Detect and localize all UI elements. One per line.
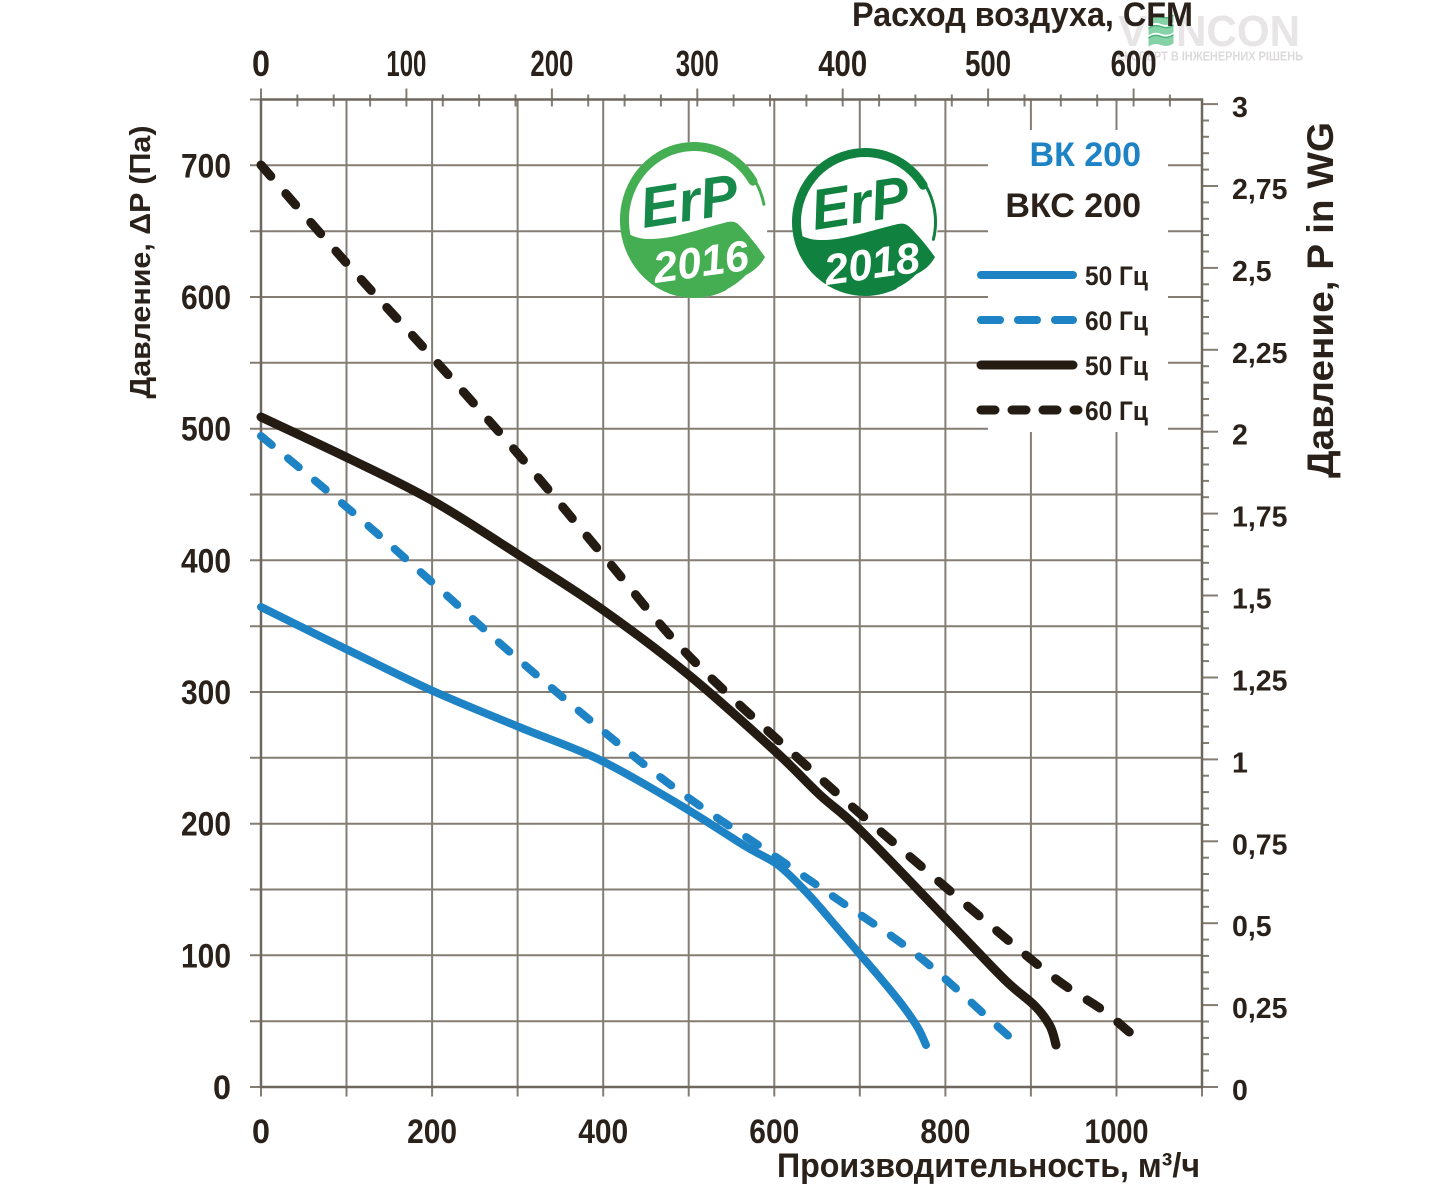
svg-text:ВКС 200: ВКС 200 [1005, 187, 1141, 225]
svg-text:0: 0 [213, 1069, 231, 1107]
svg-text:300: 300 [676, 43, 719, 84]
svg-text:2,25: 2,25 [1232, 338, 1288, 370]
svg-text:500: 500 [181, 411, 231, 449]
svg-text:700: 700 [181, 147, 231, 185]
svg-text:300: 300 [181, 674, 231, 712]
svg-text:50 Гц: 50 Гц [1085, 261, 1148, 291]
svg-text:60 Гц: 60 Гц [1085, 396, 1148, 426]
svg-text:100: 100 [386, 43, 426, 84]
svg-text:ЕКСПЕРТ В ІНЖЕНЕРНИХ РІШЕНЬ: ЕКСПЕРТ В ІНЖЕНЕРНИХ РІШЕНЬ [1117, 49, 1303, 64]
svg-text:2,5: 2,5 [1232, 256, 1272, 288]
svg-text:ErP: ErP [636, 162, 744, 241]
svg-text:1,75: 1,75 [1232, 502, 1288, 534]
svg-text:ErP: ErP [807, 164, 915, 243]
svg-text:60 Гц: 60 Гц [1085, 306, 1148, 336]
svg-text:0: 0 [252, 43, 270, 84]
svg-text:0,5: 0,5 [1232, 911, 1272, 943]
svg-text:1,5: 1,5 [1232, 584, 1272, 616]
svg-text:2: 2 [1232, 420, 1248, 452]
svg-text:ВК 200: ВК 200 [1030, 136, 1141, 174]
svg-text:200: 200 [530, 43, 573, 84]
svg-text:2,75: 2,75 [1232, 174, 1288, 206]
svg-text:0,25: 0,25 [1232, 993, 1288, 1025]
svg-text:0,75: 0,75 [1232, 829, 1288, 861]
svg-text:Расход воздуха, CFM: Расход воздуха, CFM [852, 0, 1193, 34]
svg-text:500: 500 [965, 43, 1011, 84]
svg-text:800: 800 [920, 1113, 970, 1151]
svg-text:200: 200 [407, 1113, 457, 1151]
svg-text:Давление, P in WG: Давление, P in WG [1300, 122, 1341, 478]
svg-text:100: 100 [181, 937, 231, 975]
svg-text:V: V [1118, 7, 1148, 56]
svg-text:1: 1 [1232, 747, 1248, 779]
svg-text:600: 600 [749, 1113, 799, 1151]
svg-text:400: 400 [578, 1113, 628, 1151]
svg-text:600: 600 [181, 279, 231, 317]
svg-text:400: 400 [181, 542, 231, 580]
svg-text:0: 0 [252, 1113, 270, 1151]
svg-text:1,25: 1,25 [1232, 666, 1288, 698]
svg-text:1000: 1000 [1085, 1113, 1149, 1151]
svg-text:600: 600 [1111, 43, 1157, 84]
svg-text:Давление, ΔP (Па): Давление, ΔP (Па) [125, 126, 157, 399]
svg-text:0: 0 [1232, 1075, 1248, 1107]
svg-text:NCON: NCON [1176, 7, 1300, 56]
svg-text:3: 3 [1232, 92, 1248, 124]
svg-text:200: 200 [181, 806, 231, 844]
svg-text:Производительность, м³/ч: Производительность, м³/ч [777, 1147, 1200, 1184]
svg-text:50 Гц: 50 Гц [1085, 351, 1148, 381]
svg-text:400: 400 [818, 43, 867, 84]
